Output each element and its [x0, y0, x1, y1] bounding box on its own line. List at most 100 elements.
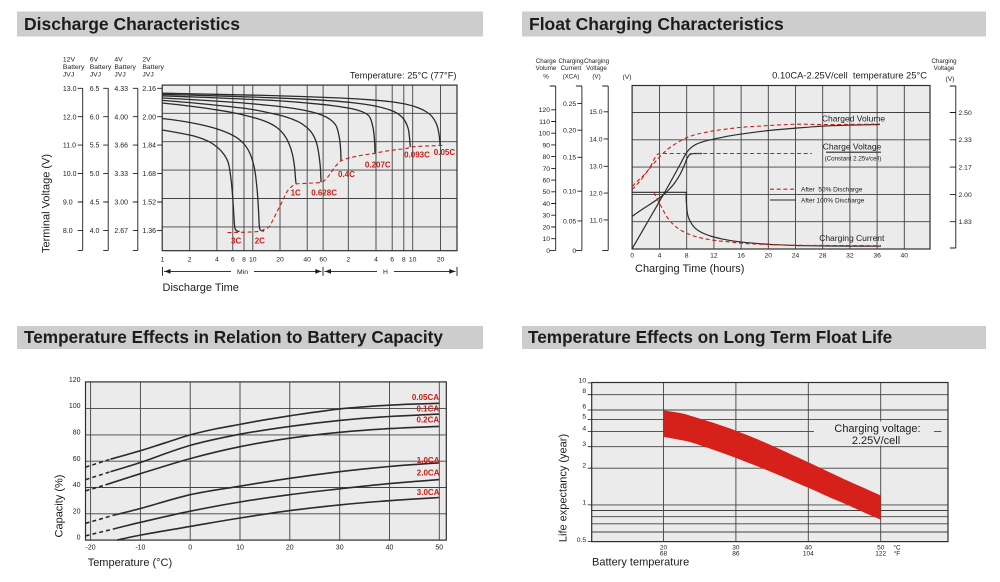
svg-text:6: 6 — [582, 404, 586, 411]
svg-text:28: 28 — [819, 253, 827, 260]
svg-text:15.0: 15.0 — [589, 109, 602, 116]
svg-text:90: 90 — [542, 142, 550, 149]
svg-text:0.1CA: 0.1CA — [417, 404, 440, 413]
svg-text:5.5: 5.5 — [90, 143, 100, 150]
svg-text:120: 120 — [539, 107, 551, 114]
svg-text:2.25V/cell: 2.25V/cell — [852, 435, 900, 447]
svg-text:Min: Min — [237, 269, 248, 276]
svg-text:50: 50 — [435, 545, 443, 552]
svg-text:60: 60 — [542, 178, 550, 185]
svg-text:8: 8 — [685, 253, 689, 260]
svg-text:Discharge Characteristics: Discharge Characteristics — [24, 14, 240, 34]
svg-text:Charge: Charge — [536, 58, 557, 65]
svg-text:H: H — [383, 269, 388, 276]
svg-text:Voltage: Voltage — [586, 65, 607, 72]
svg-text:12.0: 12.0 — [63, 114, 77, 121]
svg-text:After 50% Discharge: After 50% Discharge — [801, 187, 863, 194]
svg-text:100: 100 — [539, 131, 551, 138]
svg-text:4V: 4V — [114, 57, 123, 64]
svg-text:Charging Current: Charging Current — [819, 233, 885, 243]
svg-text:0.15: 0.15 — [563, 155, 576, 162]
svg-text:4.0: 4.0 — [90, 228, 100, 235]
svg-text:0.05: 0.05 — [563, 218, 576, 225]
svg-text:20: 20 — [660, 544, 668, 551]
svg-text:1.36: 1.36 — [142, 228, 156, 235]
svg-text:8: 8 — [242, 257, 246, 264]
svg-text:1.68: 1.68 — [142, 171, 156, 178]
svg-text:0: 0 — [572, 248, 576, 255]
svg-text:1.84: 1.84 — [142, 143, 156, 150]
svg-text:JVJ: JVJ — [63, 72, 74, 79]
svg-text:12: 12 — [710, 253, 718, 260]
svg-text:40: 40 — [386, 545, 394, 552]
svg-text:0.628C: 0.628C — [311, 189, 337, 198]
svg-text:(V): (V) — [622, 74, 631, 81]
svg-text:Capacity (%): Capacity (%) — [54, 475, 66, 538]
svg-text:1.0CA: 1.0CA — [417, 456, 440, 465]
svg-text:1: 1 — [161, 257, 165, 264]
svg-text:13.0: 13.0 — [63, 86, 77, 93]
svg-text:32: 32 — [846, 253, 854, 260]
svg-text:0: 0 — [546, 248, 550, 255]
svg-text:8.0: 8.0 — [63, 228, 73, 235]
svg-text:10: 10 — [409, 257, 417, 264]
svg-text:2.00: 2.00 — [959, 192, 972, 199]
svg-text:Terminal Voltage (V): Terminal Voltage (V) — [41, 154, 53, 253]
svg-text:6.0: 6.0 — [90, 114, 100, 121]
svg-text:70: 70 — [542, 166, 550, 173]
svg-text:30: 30 — [336, 545, 344, 552]
svg-text:(Constant 2.25v/cell): (Constant 2.25v/cell) — [825, 156, 882, 163]
svg-text:2.00: 2.00 — [142, 114, 156, 121]
svg-text:50: 50 — [877, 544, 885, 551]
svg-text:Discharge Time: Discharge Time — [163, 282, 239, 294]
svg-text:80: 80 — [73, 430, 81, 437]
svg-text:Charged Volume: Charged Volume — [822, 114, 886, 124]
svg-text:0.25: 0.25 — [563, 101, 576, 108]
svg-text:JVJ: JVJ — [90, 72, 101, 79]
svg-text:2: 2 — [582, 463, 586, 470]
svg-text:(XCA): (XCA) — [563, 74, 580, 81]
svg-text:Temperature (°C): Temperature (°C) — [88, 557, 172, 569]
svg-text:4: 4 — [374, 257, 378, 264]
svg-text:4.5: 4.5 — [90, 200, 100, 207]
svg-text:0.093C: 0.093C — [404, 151, 430, 160]
svg-text:0.2CA: 0.2CA — [417, 415, 440, 424]
svg-text:-20: -20 — [86, 545, 96, 552]
svg-text:Charging: Charging — [558, 58, 584, 65]
svg-text:24: 24 — [792, 253, 800, 260]
svg-text:1.83: 1.83 — [959, 219, 972, 226]
svg-text:11.0: 11.0 — [590, 217, 603, 224]
svg-text:4.00: 4.00 — [114, 114, 128, 121]
svg-text:6: 6 — [390, 257, 394, 264]
svg-text:2.17: 2.17 — [959, 165, 972, 172]
svg-text:30: 30 — [732, 544, 740, 551]
svg-text:12.0: 12.0 — [589, 191, 602, 198]
svg-text:40: 40 — [805, 544, 813, 551]
svg-text:60: 60 — [73, 456, 81, 463]
svg-text:16: 16 — [737, 253, 745, 260]
svg-text:After 100% Discharge: After 100% Discharge — [801, 197, 865, 204]
svg-text:1: 1 — [582, 500, 586, 507]
svg-text:Battery: Battery — [90, 64, 112, 71]
svg-text:3.0CA: 3.0CA — [417, 488, 440, 497]
svg-text:0: 0 — [188, 545, 192, 552]
svg-text:4: 4 — [582, 425, 586, 432]
svg-text:Charging Time (hours): Charging Time (hours) — [635, 263, 744, 275]
svg-text:8: 8 — [402, 257, 406, 264]
svg-text:Voltage: Voltage — [934, 65, 955, 72]
svg-text:%: % — [543, 74, 549, 81]
svg-text:2.50: 2.50 — [959, 110, 972, 117]
svg-text:0.05CA: 0.05CA — [412, 393, 439, 402]
svg-text:3.66: 3.66 — [114, 143, 128, 150]
svg-text:110: 110 — [539, 119, 550, 126]
svg-text:0.05C: 0.05C — [434, 148, 456, 157]
svg-text:6.5: 6.5 — [90, 86, 100, 93]
svg-text:40: 40 — [303, 257, 311, 264]
svg-text:0.10: 0.10 — [563, 189, 576, 196]
svg-text:Charge Voltage: Charge Voltage — [823, 142, 882, 152]
svg-text:20: 20 — [765, 253, 773, 260]
svg-text:JVJ: JVJ — [114, 72, 125, 79]
svg-text:50: 50 — [542, 189, 550, 196]
svg-text:2.67: 2.67 — [114, 228, 128, 235]
svg-text:40: 40 — [542, 201, 550, 208]
